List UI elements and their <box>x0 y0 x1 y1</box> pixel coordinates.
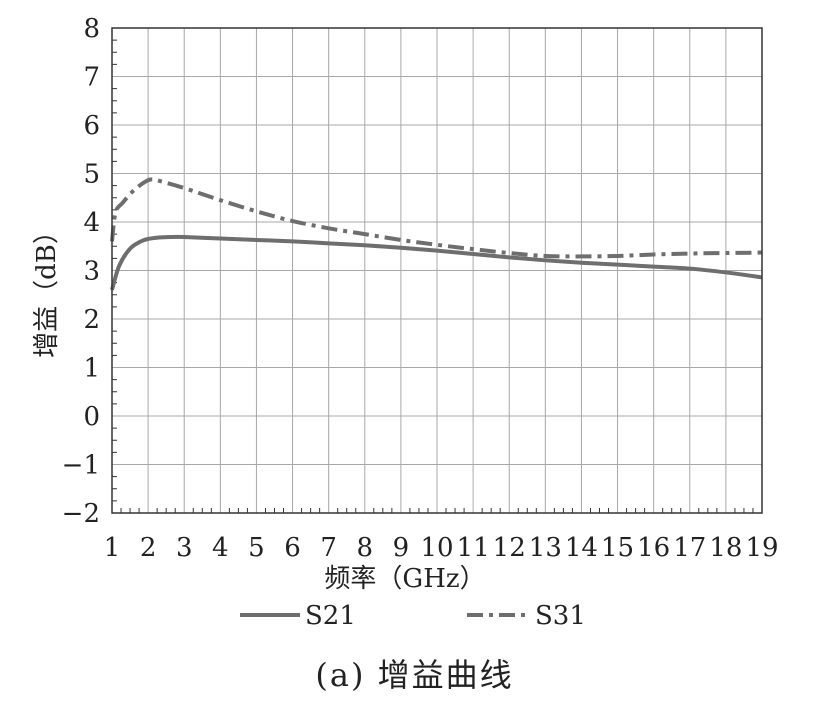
x-tick-label: 4 <box>212 533 229 563</box>
x-tick-label: 7 <box>320 533 337 563</box>
y-tick-label: 0 <box>83 402 100 432</box>
x-tick-label: 18 <box>709 533 742 563</box>
plot-frame <box>111 27 763 514</box>
y-tick-label: 6 <box>83 111 100 141</box>
series-layer <box>110 177 763 291</box>
x-tick-label: 6 <box>284 533 301 563</box>
x-tick-label: 17 <box>673 533 706 563</box>
x-tick-label: 3 <box>176 533 193 563</box>
x-tick-label: 13 <box>529 533 562 563</box>
x-tick-label: 19 <box>745 533 778 563</box>
y-tick-label: −2 <box>62 499 100 529</box>
x-tick-labels: 1 2 3 4 5 6 7 8 9 10 11 12 13 14 15 16 17 18 19 <box>104 533 779 563</box>
x-tick-label: 14 <box>565 533 598 563</box>
y-tick-label: −1 <box>62 451 100 481</box>
x-tick-label: 10 <box>420 533 453 563</box>
figure-caption: (a) 增益曲线 <box>315 656 514 694</box>
minor-ticks <box>112 39 754 513</box>
x-tick-label: 11 <box>457 533 490 563</box>
y-axis-label: 增益（dB） <box>32 218 62 358</box>
legend-label-s31: S31 <box>535 601 586 631</box>
x-tick-label: 9 <box>393 533 410 563</box>
x-tick-label: 5 <box>248 533 265 563</box>
y-tick-label: 4 <box>83 208 100 238</box>
series-line-s31 <box>110 177 763 259</box>
y-tick-label: 5 <box>83 160 100 190</box>
x-tick-label: 1 <box>104 533 121 563</box>
y-tick-label: 8 <box>83 14 100 44</box>
y-tick-label: 7 <box>83 63 100 93</box>
legend-label-s21: S21 <box>305 601 356 631</box>
x-tick-label: 15 <box>601 533 634 563</box>
x-tick-label: 2 <box>140 533 157 563</box>
x-axis-label: 频率（GHz） <box>324 564 485 594</box>
y-tick-label: 3 <box>83 257 100 287</box>
series-line-s21 <box>110 234 763 291</box>
y-tick-label: 2 <box>83 305 100 335</box>
grid <box>111 27 763 514</box>
x-tick-label: 8 <box>357 533 374 563</box>
y-tick-label: 1 <box>83 354 100 384</box>
legend: S21 S31 <box>240 601 586 631</box>
x-tick-label: 12 <box>493 533 526 563</box>
y-tick-labels: −2 −1 0 1 2 3 4 5 6 7 8 <box>62 14 100 529</box>
x-tick-label: 16 <box>637 533 670 563</box>
